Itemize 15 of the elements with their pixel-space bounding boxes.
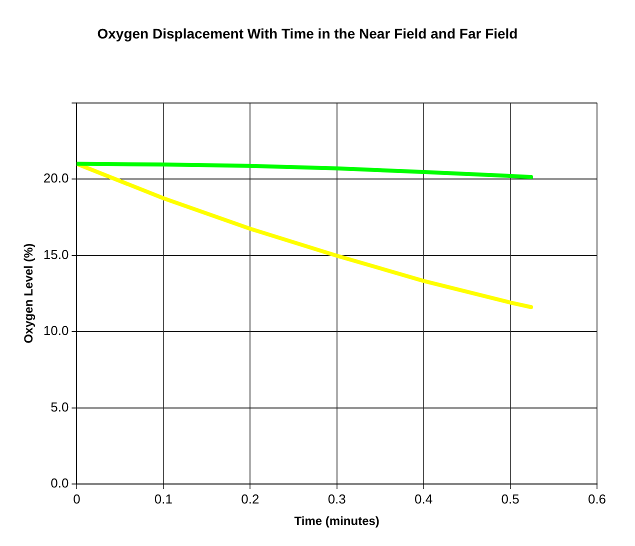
y-tick-label: 5.0	[50, 399, 69, 414]
y-axis-title: Oxygen Level (%)	[22, 243, 36, 344]
y-tick-label: 10.0	[43, 323, 69, 338]
x-tick-label: 0.2	[241, 491, 260, 506]
x-tick-label: 0	[73, 491, 80, 506]
x-tick-label: 0.5	[501, 491, 520, 506]
x-tick-label: 0.1	[154, 491, 172, 506]
x-tick-label: 0.4	[414, 491, 433, 506]
x-tick-label: 0.3	[328, 491, 346, 506]
x-axis-title: Time (minutes)	[294, 514, 380, 528]
y-tick-label: 0.0	[50, 476, 69, 491]
x-tick-label: 0.6	[588, 491, 606, 506]
chart-title: Oxygen Displacement With Time in the Near Field and Far Field	[97, 25, 518, 42]
y-tick-label: 20.0	[43, 170, 69, 186]
y-tick-label: 15.0	[43, 246, 69, 262]
